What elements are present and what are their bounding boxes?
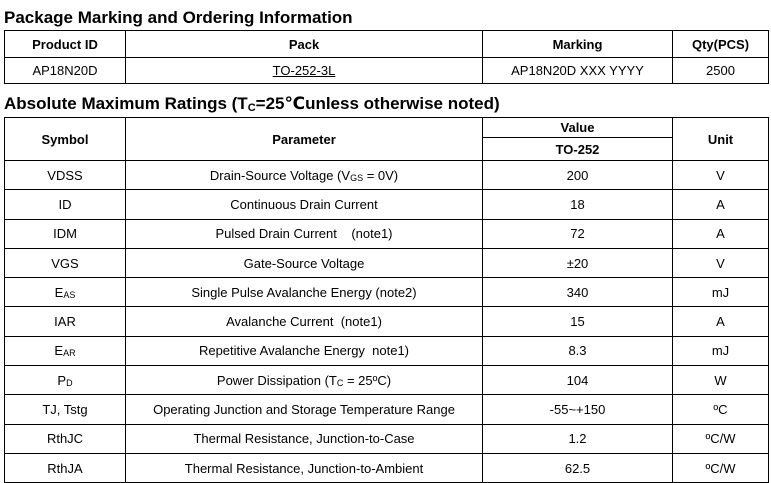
pack-cell: TO-252-3L <box>125 57 483 84</box>
ordering-row: AP18N20D TO-252-3L AP18N20D XXX YYYY 250… <box>4 57 769 84</box>
header-pack: Pack <box>125 30 483 58</box>
table-row: PD Power Dissipation (TC = 25ºC) 104 W <box>4 365 769 396</box>
product-id-cell: AP18N20D <box>4 57 126 84</box>
unit-cell: A <box>672 218 769 249</box>
value-cell: 72 <box>482 218 673 249</box>
unit-cell: V <box>672 247 769 279</box>
table-row: RthJC Thermal Resistance, Junction-to-Cas… <box>4 423 769 454</box>
table-row: VGS Gate-Source Voltage ±20 V <box>4 247 769 279</box>
parameter-cell: Thermal Resistance, Junction-to-Case <box>125 423 483 454</box>
parameter-cell: Single Pulse Avalanche Energy (note2) <box>125 277 483 308</box>
header-product-id: Product ID <box>4 30 126 58</box>
value-cell: 200 <box>482 159 673 191</box>
parameter-cell: Gate-Source Voltage <box>125 247 483 279</box>
ratings-body: VDSS Drain-Source Voltage (VGS = 0V) 200 V I… <box>4 159 769 483</box>
symbol-cell: VGS <box>4 247 126 279</box>
pack-value: TO-252-3L <box>272 63 336 78</box>
table-row: ID Continuous Drain Current 18 A <box>4 189 769 220</box>
unit-cell: ºC/W <box>672 423 769 454</box>
value-cell: 340 <box>482 277 673 308</box>
symbol-cell: IAR <box>4 306 126 337</box>
symbol-cell: RthJC <box>4 423 126 454</box>
unit-cell: ºC <box>672 394 769 425</box>
parameter-cell: Pulsed Drain Current (note1) <box>125 218 483 249</box>
unit-cell: V <box>672 159 769 191</box>
unit-cell: A <box>672 306 769 337</box>
header-symbol: Symbol <box>4 117 126 161</box>
table-row: RthJA Thermal Resistance, Junction-to-Amb… <box>4 452 769 483</box>
marking-cell: AP18N20D XXX YYYY <box>482 57 673 84</box>
table-row: TJ, Tstg Operating Junction and Storage T… <box>4 394 769 425</box>
value-cell: ±20 <box>482 247 673 279</box>
value-cell: 18 <box>482 189 673 220</box>
symbol-cell: EAR <box>4 335 126 367</box>
parameter-cell: Power Dissipation (TC = 25ºC) <box>125 365 483 396</box>
unit-cell: ºC/W <box>672 452 769 483</box>
parameter-cell: Operating Junction and Storage Temperatu… <box>125 394 483 425</box>
symbol-cell: EAS <box>4 277 126 308</box>
ratings-header-row-1: Symbol Parameter Value Unit <box>4 117 769 161</box>
symbol-cell: PD <box>4 365 126 396</box>
table-row: VDSS Drain-Source Voltage (VGS = 0V) 200 V <box>4 159 769 191</box>
ratings-table: Symbol Parameter Value Unit TO-252 VDSS D… <box>4 117 769 483</box>
unit-cell: W <box>672 365 769 396</box>
symbol-cell: TJ, Tstg <box>4 394 126 425</box>
qty-cell: 2500 <box>672 57 769 84</box>
ordering-title: Package Marking and Ordering Information <box>4 8 353 27</box>
header-marking: Marking <box>482 30 673 58</box>
parameter-cell: Continuous Drain Current <box>125 189 483 220</box>
parameter-cell: Thermal Resistance, Junction-to-Ambient <box>125 452 483 483</box>
parameter-cell: Drain-Source Voltage (VGS = 0V) <box>125 159 483 191</box>
parameter-cell: Repetitive Avalanche Energy note1) <box>125 335 483 367</box>
value-cell: 62.5 <box>482 452 673 483</box>
table-row: EAR Repetitive Avalanche Energy note1) 8.3… <box>4 335 769 367</box>
ratings-header-row-2: TO-252 <box>5 137 769 161</box>
ratings-title: Absolute Maximum Ratings (TC=25℃unless o… <box>4 94 500 114</box>
symbol-cell: VDSS <box>4 159 126 191</box>
table-row: EAS Single Pulse Avalanche Energy (note2)… <box>4 277 769 308</box>
ordering-table: Product ID Pack Marking Qty(PCS) AP18N20… <box>4 30 769 84</box>
symbol-cell: RthJA <box>4 452 126 483</box>
unit-cell: A <box>672 189 769 220</box>
ordering-header-row: Product ID Pack Marking Qty(PCS) <box>4 30 769 58</box>
symbol-cell: IDM <box>4 218 126 249</box>
parameter-cell: Avalanche Current (note1) <box>125 306 483 337</box>
value-cell: 8.3 <box>482 335 673 367</box>
value-cell: -55~+150 <box>482 394 673 425</box>
table-row: IDM Pulsed Drain Current (note1) 72 A <box>4 218 769 249</box>
unit-cell: mJ <box>672 277 769 308</box>
header-qty: Qty(PCS) <box>672 30 769 58</box>
header-package: TO-252 <box>482 137 673 161</box>
header-parameter: Parameter <box>125 117 483 161</box>
symbol-cell: ID <box>4 189 126 220</box>
unit-cell: mJ <box>672 335 769 367</box>
value-cell: 104 <box>482 365 673 396</box>
table-row: IAR Avalanche Current (note1) 15 A <box>4 306 769 337</box>
value-cell: 15 <box>482 306 673 337</box>
header-unit: Unit <box>672 117 769 161</box>
value-cell: 1.2 <box>482 423 673 454</box>
header-value: Value <box>482 117 673 138</box>
